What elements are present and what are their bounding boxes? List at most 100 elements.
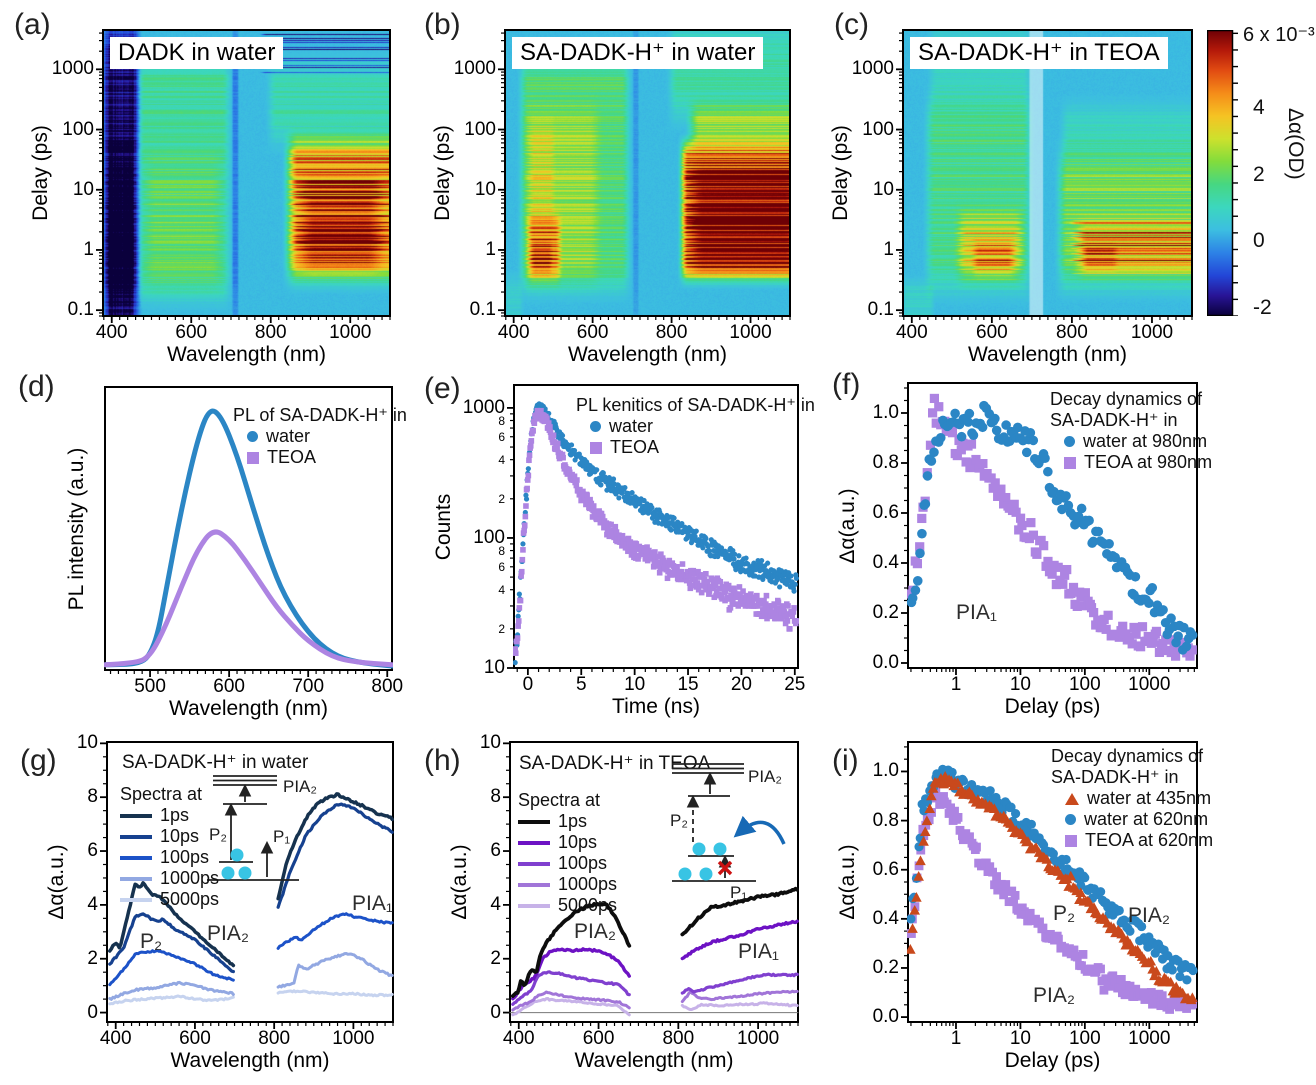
y-tick-label: 1.0 (872, 402, 899, 423)
legend: Decay dynamics of SA-DADK-H⁺ in water at 4… (1051, 746, 1213, 851)
panel-h: (h) SA-DADK-H⁺ in TEOA Δα(a.u.) Waveleng… (424, 726, 814, 1072)
y-tick-label: 0.1 (469, 299, 496, 321)
x-axis-label-i: Delay (ps) (1004, 1049, 1101, 1072)
y-tick-label: 2 (87, 947, 98, 969)
y-tick-label: 0.4 (872, 552, 899, 573)
x-tick-label: 10 (1009, 674, 1031, 695)
x-axis-label-b: Wavelength (nm) (567, 343, 728, 366)
y-axis-label-d: PL intensity (a.u.) (65, 447, 88, 610)
plot-annotation: PIA₂ (574, 920, 616, 943)
plot-canvas (892, 367, 1213, 684)
panel-g: (g) SA-DADK-H⁺ in water Δα(a.u.) Wavelen… (20, 726, 409, 1072)
plot-annotation: PIA₂ (1128, 904, 1170, 927)
legend-title: Spectra at (518, 790, 601, 810)
y-tick-label: 0.8 (872, 809, 899, 831)
legend-entry: 5000ps (120, 889, 219, 910)
legend-entry: 1ps (120, 805, 219, 826)
electron-dots (221, 848, 252, 880)
x-tick-label: 20 (730, 674, 752, 695)
triangle-marker-icon (1065, 792, 1079, 805)
x-tick-label: 1000 (729, 322, 772, 343)
energy-levels (672, 763, 756, 882)
panel-e: (e) Counts Time (ns) 0 5 10 15 20 25 10 2 4 6 8 100… (424, 369, 815, 718)
panel-label-a: (a) (14, 8, 51, 41)
legend-entry: 100ps (120, 847, 219, 868)
line-marker-icon (518, 840, 550, 845)
x-tick-label: 600 (582, 1028, 615, 1049)
legend-entry: water at 620nm (1051, 809, 1213, 830)
plot-canvas (892, 726, 1213, 1038)
legend: PL kenitics of SA-DADK-H⁺ in water TEOA (576, 395, 815, 458)
plot-annotation: PIA₂ (207, 922, 249, 945)
x-axis-label-f: Delay (ps) (1004, 695, 1101, 718)
y-tick-label: 6 (498, 429, 505, 444)
y-tick-label: 1.0 (872, 760, 899, 782)
line-marker-icon (120, 834, 152, 839)
y-tick-label: 6 (490, 840, 501, 862)
inset-p1-label: P₁ (730, 883, 747, 902)
y-tick-label: 1 (883, 238, 894, 260)
colorbar-tick-label: 4 (1253, 96, 1265, 120)
y-tick-label: 0.2 (872, 956, 899, 978)
legend-entry-label: 1ps (558, 811, 588, 832)
legend: Decay dynamics of SA-DADK-H⁺ in water at 9… (1050, 389, 1212, 473)
y-tick-label: 4 (87, 893, 98, 915)
x-tick-label: 600 (213, 676, 245, 697)
y-tick-label: 0.0 (872, 1006, 899, 1028)
circle-marker-icon (590, 421, 601, 433)
y-tick-label: 2 (498, 491, 505, 506)
y-tick-label: 8 (490, 786, 501, 808)
y-tick-label: 10 (474, 178, 496, 200)
y-tick-label: 6 (87, 840, 98, 862)
energy-levels (207, 775, 299, 881)
x-axis-label-a: Wavelength (nm) (166, 343, 327, 366)
legend-entry-label: 5000ps (558, 895, 618, 916)
x-tick-label: 10 (624, 674, 646, 695)
y-tick-label: 100 (473, 526, 505, 548)
panel-label-b: (b) (424, 8, 461, 41)
legend-entry: TEOA (233, 447, 407, 468)
x-axis-label-d: Wavelength (nm) (168, 697, 329, 720)
blocked-cross-icon (717, 860, 733, 876)
panel-label-d: (d) (18, 370, 55, 403)
plot-canvas (494, 726, 814, 1038)
panel-label-h: (h) (424, 744, 461, 777)
legend-entry: water at 980nm (1050, 431, 1212, 452)
y-tick-label: 0.4 (872, 907, 899, 929)
y-tick-label: 0.8 (872, 452, 899, 473)
x-tick-label: 1000 (1128, 1028, 1171, 1049)
y-tick-label: 8 (87, 786, 98, 808)
y-tick-label: 0 (490, 1001, 501, 1023)
x-axis-label-c: Wavelength (nm) (967, 343, 1128, 366)
legend-title: Decay dynamics of (1051, 746, 1204, 766)
y-axis-label-c: Delay (ps) (829, 125, 852, 221)
panel-d: (d) PL intensity (a.u.) Wavelength (nm) … (18, 370, 408, 720)
legend-entry: TEOA at 620nm (1051, 830, 1213, 851)
legend-entry-label: TEOA at 620nm (1085, 830, 1214, 851)
y-tick-label: 8 (498, 543, 505, 558)
legend-title: SA-DADK-H⁺ in (1051, 767, 1179, 788)
plot-title-c: SA-DADK-H⁺ in TEOA (910, 37, 1168, 70)
x-tick-label: 400 (502, 1028, 535, 1049)
x-tick-label: 800 (371, 676, 404, 697)
circle-marker-icon (1065, 814, 1076, 826)
legend-title: PL of SA-DADK-H⁺ in (233, 405, 407, 425)
panel-b: (b) SA-DADK-H⁺ in water Delay (ps) Wavel… (424, 8, 806, 366)
legend-entry-label: 1000ps (160, 868, 220, 889)
y-tick-label: 2 (490, 947, 501, 969)
x-tick-label: 500 (134, 676, 166, 697)
y-tick-label: 1 (83, 238, 94, 260)
legend: PL of SA-DADK-H⁺ in water TEOA (233, 405, 407, 468)
x-tick-label: 10 (1009, 1028, 1031, 1049)
circle-marker-icon (247, 431, 258, 443)
legend-entry: 10ps (518, 832, 617, 853)
legend-title: PL kenitics of SA-DADK-H⁺ in (576, 395, 815, 415)
legend-entry: 100ps (518, 853, 617, 874)
y-axis-label-b: Delay (ps) (431, 125, 454, 221)
x-tick-label: 100 (1068, 674, 1101, 695)
y-tick-label: 10 (72, 178, 94, 200)
legend-entry: TEOA at 980nm (1050, 452, 1212, 473)
legend-entry: TEOA (576, 437, 815, 458)
colorbar-axis-label: Δα(OD) (1284, 108, 1307, 180)
line-marker-icon (518, 861, 550, 866)
